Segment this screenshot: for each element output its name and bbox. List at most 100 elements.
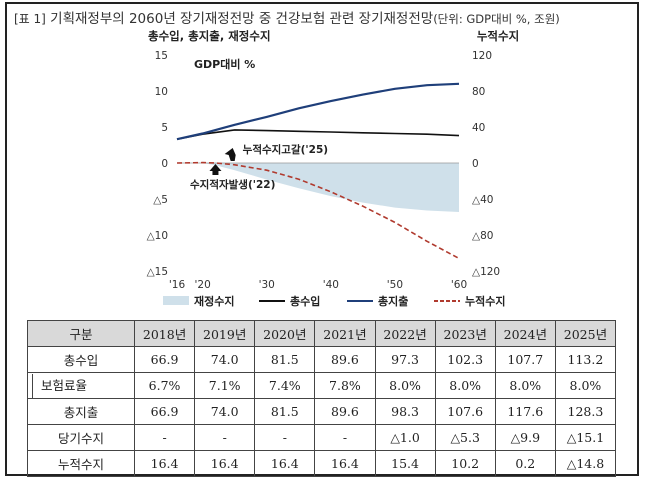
x-tick-label: '16 — [169, 279, 186, 291]
table-cell: 89.6 — [314, 398, 376, 425]
legend-label: 총수입 — [290, 294, 320, 308]
table-header-cell: 2020년 — [254, 320, 316, 347]
table-header-cell: 2019년 — [194, 320, 256, 347]
table-cell: 98.3 — [374, 398, 436, 425]
left-tick-label: 0 — [161, 158, 168, 170]
title-main: 기획재정부의 2060년 장기재정전망 중 건강보험 관련 장기재정전망 — [50, 11, 434, 27]
row-label: 누적수지 — [27, 450, 135, 477]
right-tick-label: △80 — [472, 230, 493, 242]
table-cell: 66.9 — [133, 346, 196, 373]
series-line-누적수지 — [176, 161, 460, 260]
right-tick-label: 40 — [472, 122, 485, 134]
table-cell: △15.1 — [554, 424, 617, 451]
series-line-총수입 — [176, 129, 460, 140]
x-tick-label: '60 — [451, 279, 467, 291]
table-cell: 15.4 — [374, 450, 436, 477]
legend-swatch — [163, 296, 189, 305]
table-cell: 128.3 — [554, 398, 617, 425]
annotation-label: 수지적자발생('22) — [190, 178, 275, 191]
x-tick-label: '40 — [323, 279, 339, 291]
table-cell: 74.0 — [194, 346, 256, 373]
table-cell: 8.0% — [494, 372, 556, 399]
table-cell: 0.2 — [494, 450, 556, 477]
left-tick-label: △5 — [153, 194, 168, 206]
row-label: 당기수지 — [27, 424, 135, 451]
figure-title: [표 1] 기획재정부의 2060년 장기재정전망 중 건강보험 관련 장기재정… — [14, 7, 560, 27]
table-cell: - — [133, 424, 196, 451]
legend-label: 재정수지 — [194, 294, 234, 308]
row-label: 총지출 — [27, 398, 135, 425]
table-header-cell: 2023년 — [434, 320, 496, 347]
left-tick-label: △10 — [147, 230, 168, 242]
table-header-cell: 2025년 — [554, 320, 617, 347]
table-cell: 7.8% — [314, 372, 376, 399]
table-cell: 97.3 — [374, 346, 436, 373]
table-cell: 74.0 — [194, 398, 256, 425]
table-cell: 8.0% — [434, 372, 496, 399]
data-table: 구분 2018년 2019년 2020년 2021년 2022년 2023년 2024년 202… — [27, 320, 617, 477]
left-tick-label: 5 — [161, 122, 168, 134]
title-tag: [표 1] — [14, 12, 46, 26]
legend-label: 누적수지 — [465, 294, 505, 308]
table-cell: △5.3 — [434, 424, 496, 451]
table-row: 보험료율 6.7% 7.1% 7.4% 7.8% 8.0% 8.0% 8.0% 8.0% — [27, 372, 617, 399]
table-cell: - — [194, 424, 256, 451]
table-cell: 7.4% — [254, 372, 316, 399]
left-axis-title: 총수입, 총지출, 재정수지 — [148, 29, 271, 43]
right-tick-label: 120 — [472, 50, 492, 62]
title-unit: (단위: GDP대비 %, 조원) — [433, 12, 560, 26]
series-line-총지출 — [176, 82, 460, 141]
table-cell: △14.8 — [554, 450, 617, 477]
table-cell: 89.6 — [314, 346, 376, 373]
table-header-row: 구분 2018년 2019년 2020년 2021년 2022년 2023년 2024년 202… — [27, 320, 617, 347]
row-label: 보험료율 — [27, 372, 135, 399]
table-cell: 81.5 — [254, 398, 316, 425]
table-header-cell: 구분 — [27, 320, 135, 347]
right-tick-label: 80 — [472, 86, 485, 98]
table-cell: 102.3 — [434, 346, 496, 373]
table-header-cell: 2021년 — [314, 320, 376, 347]
table-row: 총수입 66.9 74.0 81.5 89.6 97.3 102.3 107.7 113.2 — [27, 346, 617, 373]
table-cell: - — [254, 424, 316, 451]
right-tick-label: △40 — [472, 194, 493, 206]
table-row: 누적수지 16.4 16.4 16.4 16.4 15.4 10.2 0.2 △14.8 — [27, 450, 617, 477]
table-cell: 8.0% — [554, 372, 617, 399]
left-tick-label: 10 — [155, 86, 168, 98]
annotation-arrow-icon — [224, 148, 236, 161]
right-axis-title: 누적수지 — [477, 29, 519, 43]
annotation-arrow-icon — [209, 164, 222, 175]
table-header-cell: 2018년 — [133, 320, 196, 347]
left-tick-label: △15 — [147, 266, 168, 278]
table-cell: 7.1% — [194, 372, 256, 399]
row-label: 총수입 — [27, 346, 135, 373]
x-tick-label: '20 — [195, 279, 211, 291]
table-cell: 16.4 — [254, 450, 316, 477]
table-cell: 8.0% — [374, 372, 436, 399]
table-cell: 16.4 — [133, 450, 196, 477]
table-cell: 107.6 — [434, 398, 496, 425]
table-header-cell: 2024년 — [494, 320, 556, 347]
row-sublabel: 보험료율 — [32, 373, 124, 398]
left-tick-label: 15 — [155, 50, 168, 62]
inner-label: GDP대비 % — [194, 57, 255, 71]
table-cell: - — [314, 424, 376, 451]
x-tick-label: '50 — [387, 279, 403, 291]
table-row: 당기수지 - - - - △1.0 △5.3 △9.9 △15.1 — [27, 424, 617, 451]
table-cell: 66.9 — [133, 398, 196, 425]
table-cell: 10.2 — [434, 450, 496, 477]
x-tick-label: '30 — [259, 279, 275, 291]
legend-label: 총지출 — [378, 294, 408, 308]
annotation-label: 누적수지고갈('25) — [243, 143, 328, 156]
table-cell: △9.9 — [494, 424, 556, 451]
table-cell: 113.2 — [554, 346, 617, 373]
table-cell: △1.0 — [374, 424, 436, 451]
table-header-cell: 2022년 — [374, 320, 436, 347]
table-cell: 117.6 — [494, 398, 556, 425]
right-tick-label: 0 — [472, 158, 479, 170]
right-tick-label: △120 — [472, 266, 500, 278]
table-cell: 81.5 — [254, 346, 316, 373]
table-cell: 107.7 — [494, 346, 556, 373]
table-row: 총지출 66.9 74.0 81.5 89.6 98.3 107.6 117.6 128.3 — [27, 398, 617, 425]
table-cell: 16.4 — [314, 450, 376, 477]
